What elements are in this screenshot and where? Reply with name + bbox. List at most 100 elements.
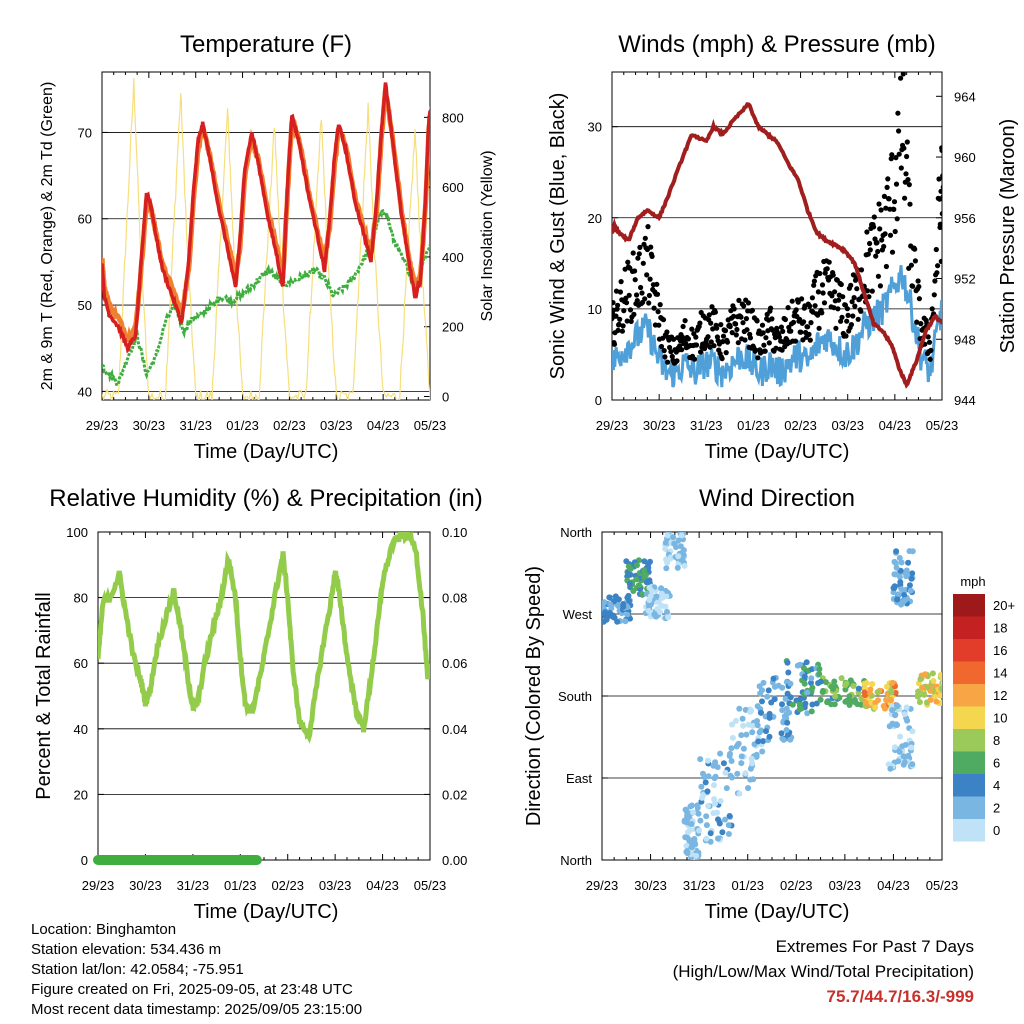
gust-point xyxy=(731,306,737,312)
colorbar-swatch xyxy=(953,616,985,639)
direction-point xyxy=(736,790,743,797)
direction-point xyxy=(710,762,717,769)
x-tick-label: 30/23 xyxy=(634,878,667,893)
colorbar-swatch xyxy=(953,774,985,797)
direction-point xyxy=(704,757,711,764)
gust-point xyxy=(620,323,626,329)
direction-point xyxy=(725,831,732,837)
direction-point xyxy=(894,703,901,710)
y-right-tick-label: 0.04 xyxy=(442,722,467,737)
direction-point xyxy=(682,834,689,841)
gust-point xyxy=(773,345,779,351)
direction-point xyxy=(738,760,745,767)
direction-point xyxy=(703,822,710,829)
direction-point xyxy=(663,565,670,572)
gust-point xyxy=(766,340,772,346)
gust-point xyxy=(805,324,811,330)
colorbar-label: 8 xyxy=(993,733,1000,748)
gust-point xyxy=(829,293,835,299)
gust-point xyxy=(708,320,714,326)
gust-point xyxy=(714,325,720,331)
direction-point xyxy=(639,591,646,597)
direction-point xyxy=(939,699,942,706)
direction-point xyxy=(607,610,613,616)
y-axis-right-label: Solar Insolation (Yellow) xyxy=(479,150,496,321)
temperature-panel: Temperature (F) Time (Day/UTC) 29/23 30/23 3… xyxy=(39,31,496,463)
x-tick-label: 05/23 xyxy=(414,418,447,433)
gust-point xyxy=(926,339,933,345)
direction-point xyxy=(775,682,782,689)
gust-point xyxy=(867,247,873,253)
gust-point xyxy=(646,300,652,306)
gust-point xyxy=(742,337,748,343)
gust-point xyxy=(615,327,621,333)
y-right-tick-label: 0.08 xyxy=(442,591,467,606)
colorbar-label: 0 xyxy=(993,823,1000,838)
gust-point xyxy=(940,194,942,200)
gust-point xyxy=(799,296,805,302)
gust-point xyxy=(844,318,850,324)
direction-point xyxy=(902,741,909,748)
gust-point xyxy=(680,323,686,330)
direction-point xyxy=(763,728,769,735)
gust-point xyxy=(664,329,670,335)
direction-point xyxy=(765,687,772,694)
y-right-tick-label: 0.06 xyxy=(442,656,467,671)
direction-point xyxy=(838,675,845,682)
direction-point xyxy=(697,756,704,763)
direction-point xyxy=(684,850,691,857)
direction-point xyxy=(866,689,873,696)
direction-point xyxy=(894,596,901,603)
direction-point xyxy=(699,794,706,801)
direction-point xyxy=(711,782,717,789)
direction-point xyxy=(697,817,704,824)
direction-point xyxy=(696,827,703,834)
direction-point xyxy=(787,736,794,743)
gust-point xyxy=(613,288,620,294)
direction-point xyxy=(797,696,804,703)
gust-point xyxy=(710,326,716,332)
direction-point xyxy=(862,699,869,706)
gust-point xyxy=(812,303,818,309)
gust-point xyxy=(634,298,640,304)
gust-point xyxy=(938,188,942,194)
direction-point xyxy=(739,715,746,722)
gust-point xyxy=(896,151,902,157)
direction-point xyxy=(779,701,785,708)
direction-point xyxy=(861,689,868,696)
direction-point xyxy=(729,721,735,728)
gust-point xyxy=(636,251,642,257)
gust-point xyxy=(753,347,759,353)
direction-point xyxy=(750,776,757,783)
direction-point xyxy=(909,570,916,577)
gust-point xyxy=(706,312,712,318)
direction-point xyxy=(906,582,913,589)
x-tick-label: 29/23 xyxy=(82,878,115,893)
direction-point xyxy=(647,558,653,565)
direction-point xyxy=(747,708,754,715)
direction-point xyxy=(687,827,693,834)
direction-point xyxy=(722,769,729,776)
gust-point xyxy=(626,292,632,298)
colorbar-label: 4 xyxy=(993,778,1000,793)
gust-point xyxy=(723,350,729,356)
direction-point xyxy=(665,614,672,621)
direction-point xyxy=(848,698,855,705)
direction-point xyxy=(626,581,633,587)
gust-point xyxy=(619,328,626,334)
colorbar-label: 2 xyxy=(993,801,1000,816)
direction-point xyxy=(900,761,907,768)
gust-point xyxy=(635,255,641,261)
humidity-panel: Relative Humidity (%) & Precipitation (i… xyxy=(33,485,483,923)
direction-point xyxy=(895,591,902,598)
direction-point xyxy=(688,821,695,827)
direction-point xyxy=(931,693,938,700)
direction-point xyxy=(850,683,857,689)
direction-point xyxy=(755,738,762,745)
direction-point xyxy=(738,753,745,760)
gust-point xyxy=(895,110,901,116)
gust-point xyxy=(888,156,894,162)
colorbar-label: 18 xyxy=(993,621,1007,636)
y-axis-label: Percent & Total Rainfall xyxy=(33,592,55,800)
